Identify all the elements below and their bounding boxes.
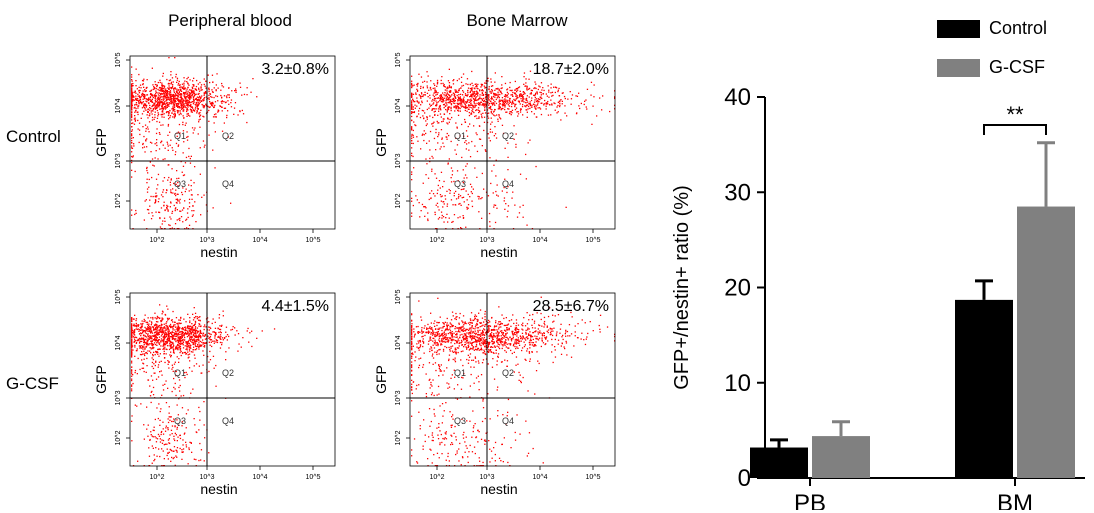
bar-chart: 0 10 20 30 40 GFP+/nestin+ ratio (%) PB BM **: [671, 84, 1085, 510]
x-tick-label: 10^3: [480, 474, 495, 481]
y-axis-label: GFP: [373, 128, 389, 157]
y-tick-label: 0: [738, 465, 751, 492]
column-title-bone-marrow: Bone Marrow: [466, 11, 568, 30]
y-tick-label: 10: [724, 370, 751, 397]
percentage-label: 18.7±2.0%: [533, 61, 609, 78]
y-tick-label: 10^4: [395, 335, 402, 350]
y-tick-label: 20: [724, 275, 751, 302]
x-tick-label: 10^5: [586, 474, 601, 481]
bar-control-bm: [955, 299, 1013, 478]
quadrant-label-q4: Q4: [222, 179, 234, 189]
significance-label: **: [1006, 102, 1024, 127]
plot-frame: [409, 292, 616, 467]
quadrant-label-q4: Q4: [222, 416, 234, 426]
scatter-points-control-peripheralblood: [131, 57, 258, 230]
bar-gcsf-bm: [1017, 206, 1075, 478]
y-tick-label: 10^4: [115, 335, 122, 350]
x-axis-label: nestin: [480, 481, 517, 497]
quadrant-label-q3: Q3: [174, 416, 186, 426]
x-tick-label: 10^2: [150, 237, 165, 244]
y-tick-label: 10^5: [395, 289, 402, 304]
row-label-control: Control: [6, 127, 61, 146]
y-tick-label: 10^3: [395, 153, 402, 168]
quadrant-label-q3: Q3: [174, 179, 186, 189]
quadrant-label-q2: Q2: [502, 131, 514, 141]
scatter-points-gcsf-bonemarrow: [411, 296, 616, 467]
x-tick-label: 10^3: [200, 237, 215, 244]
x-tick-label: 10^2: [430, 474, 445, 481]
percentage-label: 4.4±1.5%: [262, 298, 330, 315]
x-tick-label: 10^4: [253, 237, 268, 244]
quadrant-label-q2: Q2: [222, 131, 234, 141]
bar-gcsf-pb: [812, 436, 870, 478]
flow-plot-control-bone-marrow: Q1 Q2 Q3 Q4 18.7±2.0% 10^2 10^3 10^4 10^5 10^2 10^…: [373, 52, 616, 260]
percentage-label: 3.2±0.8%: [262, 61, 330, 78]
x-tick-label: 10^2: [150, 474, 165, 481]
quadrant-label-q4: Q4: [502, 179, 514, 189]
y-axis-label: GFP: [373, 365, 389, 394]
plot-frame: [129, 55, 336, 230]
x-tick-label-pb: PB: [794, 490, 826, 510]
x-tick-label: 10^5: [586, 237, 601, 244]
x-tick-label: 10^4: [253, 474, 268, 481]
x-tick-label: 10^3: [480, 237, 495, 244]
column-title-peripheral-blood: Peripheral blood: [168, 11, 292, 30]
legend-swatch-control: [937, 20, 980, 38]
y-tick-label: 10^2: [115, 193, 122, 208]
y-axis-label: GFP+/nestin+ ratio (%): [671, 185, 693, 390]
significance-bracket: [983, 124, 1047, 135]
x-tick-label-bm: BM: [997, 490, 1033, 510]
x-tick-label: 10^4: [533, 237, 548, 244]
quadrant-label-q1: Q1: [454, 368, 466, 378]
quadrant-label-q1: Q1: [174, 368, 186, 378]
x-tick-label: 10^5: [306, 474, 321, 481]
y-tick-label: 10^2: [395, 193, 402, 208]
x-tick-label: 10^2: [430, 237, 445, 244]
legend-label-control: Control: [989, 18, 1048, 38]
flow-plot-gcsf-peripheral-blood: Q1 Q2 Q3 Q4 4.4±1.5% 10^2 10^3 10^4 10^5 10^2 10^3…: [93, 289, 336, 497]
y-axis-label: GFP: [93, 365, 109, 394]
y-tick-label: 10^4: [395, 98, 402, 113]
quadrant-label-q3: Q3: [454, 416, 466, 426]
x-axis-label: nestin: [480, 244, 517, 260]
y-tick-label: 10^2: [115, 430, 122, 445]
quadrant-label-q1: Q1: [454, 131, 466, 141]
y-tick-label: 10^3: [115, 390, 122, 405]
legend-label-gcsf: G-CSF: [989, 57, 1045, 77]
quadrant-label-q4: Q4: [502, 416, 514, 426]
y-tick-label: 10^2: [395, 430, 402, 445]
x-axis-label: nestin: [200, 244, 237, 260]
x-tick-label: 10^4: [533, 474, 548, 481]
y-tick-label: 10^5: [115, 52, 122, 67]
y-tick-label: 10^5: [115, 289, 122, 304]
y-tick-label: 10^5: [395, 52, 402, 67]
y-tick-label: 30: [724, 179, 751, 206]
flow-plot-control-peripheral-blood: Q1 Q2 Q3 Q4 3.2±0.8% 10^2 10^3 10^4 10^5 10^2 10^3…: [93, 52, 336, 260]
bar-control-pb: [750, 447, 808, 478]
x-tick-label: 10^5: [306, 237, 321, 244]
plot-frame: [129, 292, 336, 467]
quadrant-label-q3: Q3: [454, 179, 466, 189]
y-axis-label: GFP: [93, 128, 109, 157]
percentage-label: 28.5±6.7%: [533, 298, 609, 315]
quadrant-label-q2: Q2: [502, 368, 514, 378]
scatter-points-gcsf-peripheralblood: [131, 304, 276, 467]
quadrant-label-q2: Q2: [222, 368, 234, 378]
y-tick-label: 40: [724, 84, 751, 111]
row-label-gcsf: G-CSF: [6, 374, 59, 393]
flow-plot-gcsf-bone-marrow: Q1 Q2 Q3 Q4 28.5±6.7% 10^2 10^3 10^4 10^5 10^2 10^…: [373, 289, 616, 497]
legend-swatch-gcsf: [937, 59, 980, 77]
y-tick-label: 10^3: [115, 153, 122, 168]
y-tick-label: 10^3: [395, 390, 402, 405]
scatter-points-control-bonemarrow: [411, 68, 616, 230]
y-tick-label: 10^4: [115, 98, 122, 113]
x-axis-label: nestin: [200, 481, 237, 497]
plot-frame: [409, 55, 616, 230]
quadrant-label-q1: Q1: [174, 131, 186, 141]
x-tick-label: 10^3: [200, 474, 215, 481]
